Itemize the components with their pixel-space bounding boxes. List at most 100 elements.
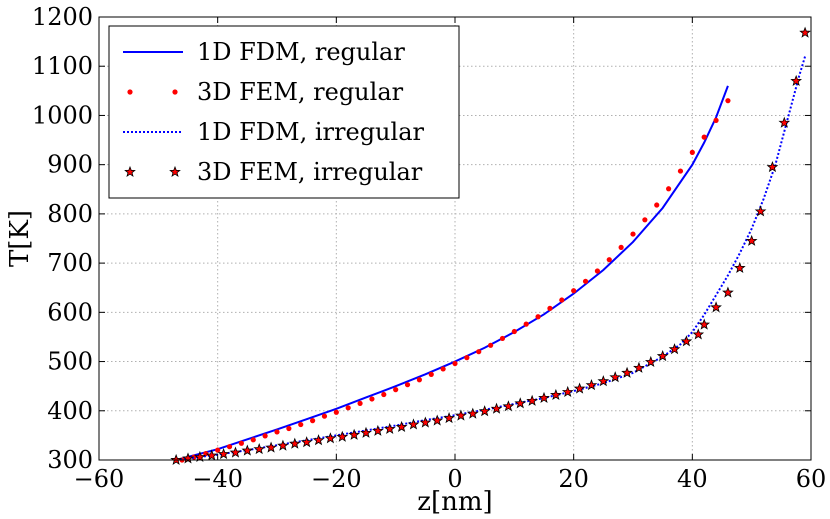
data-point: [511, 328, 517, 335]
legend-swatch-star: [124, 165, 136, 177]
series-line: [175, 85, 729, 461]
x-axis-title: z[nm]: [417, 487, 492, 517]
data-point: [571, 288, 577, 294]
data-point: [582, 278, 589, 284]
y-tick-label: 1000: [32, 101, 93, 129]
data-point-star: [561, 385, 574, 398]
data-point: [238, 440, 244, 446]
data-point: [488, 342, 494, 348]
data-point: [250, 437, 256, 443]
data-point-star: [722, 286, 734, 298]
data-point-star: [490, 402, 503, 414]
y-tick-label: 300: [47, 446, 93, 474]
data-point-star: [633, 361, 645, 373]
data-point-star: [538, 391, 550, 403]
data-point-star: [478, 405, 491, 417]
data-point: [274, 429, 280, 435]
data-point: [701, 134, 707, 140]
y-tick-label: 500: [47, 348, 93, 376]
x-tick-label: −60: [74, 465, 125, 493]
data-point: [630, 231, 636, 237]
data-point: [654, 202, 660, 208]
data-point: [476, 349, 482, 355]
x-tick-label: 60: [796, 465, 827, 493]
data-point-star: [217, 447, 230, 460]
legend-box: [108, 25, 460, 199]
data-point-star: [754, 205, 767, 217]
data-point-star: [336, 430, 349, 442]
data-point: [203, 451, 209, 457]
data-point-star: [182, 452, 194, 464]
data-point: [215, 447, 221, 453]
data-point: [535, 314, 541, 320]
data-point-star: [644, 355, 657, 368]
data-point-star: [680, 335, 693, 347]
data-point-star: [324, 432, 337, 444]
x-tick-label: 20: [558, 465, 589, 493]
data-point: [547, 305, 553, 311]
data-point: [452, 360, 458, 367]
series-layer: [170, 26, 811, 465]
data-point: [262, 433, 268, 439]
x-tick-label: 0: [447, 465, 462, 493]
data-point-star: [609, 371, 622, 383]
data-point-star: [692, 328, 705, 340]
data-point-star: [621, 366, 633, 378]
data-point-star: [668, 343, 681, 355]
data-point: [523, 321, 529, 327]
data-point-star: [710, 301, 722, 313]
data-point: [298, 421, 304, 428]
axis-ticks: [98, 16, 812, 461]
data-point-star: [312, 434, 325, 446]
data-point-star: [466, 407, 479, 419]
data-point: [321, 413, 328, 419]
data-point-star: [443, 412, 455, 424]
data-point: [594, 268, 601, 274]
data-point: [689, 149, 695, 155]
data-point-star: [526, 394, 538, 406]
data-point-star: [395, 420, 408, 432]
data-point: [286, 425, 292, 432]
data-point-star: [597, 375, 610, 387]
data-point: [404, 382, 411, 388]
x-tick-label: −40: [192, 465, 243, 493]
data-point: [226, 444, 233, 450]
series-4: [170, 26, 811, 465]
data-point: [618, 244, 624, 250]
series-1: [175, 85, 729, 461]
legend-swatch-dot: [127, 89, 133, 95]
y-tick-label: 600: [47, 298, 93, 326]
legend-label: 1D FDM, regular: [197, 38, 405, 66]
data-point-star: [745, 234, 758, 246]
y-tick-label: 1100: [32, 52, 93, 80]
data-point-star: [253, 443, 266, 455]
data-point: [381, 391, 387, 398]
data-point: [559, 297, 565, 303]
x-tick-label: 40: [677, 465, 708, 493]
data-point: [464, 355, 470, 361]
data-point-star: [348, 428, 360, 440]
data-point-star: [656, 349, 669, 362]
y-tick-label: 800: [47, 200, 93, 228]
data-point: [642, 217, 648, 223]
data-point-star: [514, 397, 527, 409]
data-point-star: [277, 439, 289, 451]
data-point-star: [585, 379, 598, 391]
y-tick-label: 400: [47, 397, 93, 425]
data-point: [310, 418, 316, 424]
data-point: [440, 366, 446, 372]
data-point-star: [799, 26, 811, 38]
y-tick-label: 900: [47, 151, 93, 179]
data-point: [333, 409, 339, 415]
x-tick-label: −20: [311, 465, 362, 493]
data-point: [499, 335, 506, 342]
tick-labels: −60 −40 −20 0 20 40 60 300 400 500 600 700 800 900 100…: [32, 3, 826, 493]
data-point-star: [372, 424, 384, 436]
data-point: [713, 117, 719, 123]
data-point-star: [288, 437, 301, 449]
data-point-star: [383, 422, 396, 434]
y-axis-title: T[K]: [5, 210, 35, 267]
y-tick-label: 1200: [32, 3, 93, 31]
data-point: [345, 405, 351, 411]
